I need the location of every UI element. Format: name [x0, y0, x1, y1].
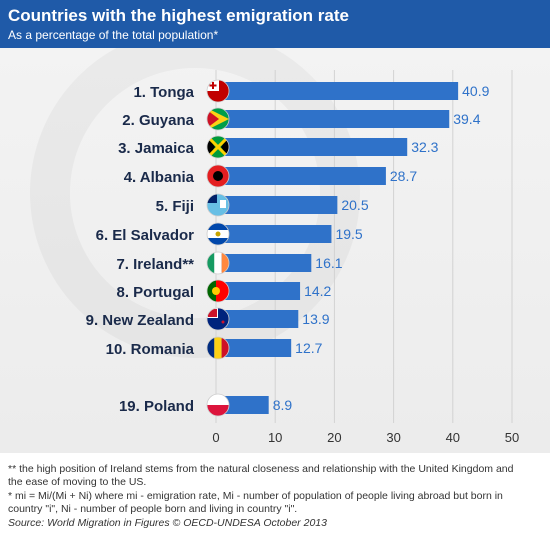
albania-flag-icon	[207, 165, 229, 187]
flag-part	[214, 337, 222, 359]
flag-part	[207, 405, 229, 416]
bar	[216, 396, 269, 414]
category-label: 4. Albania	[124, 169, 195, 186]
value-label: 12.7	[295, 340, 322, 356]
value-label: 40.9	[462, 83, 489, 99]
category-label: 1. Tonga	[133, 84, 194, 101]
flag-part	[214, 252, 222, 274]
flag-part	[207, 194, 217, 203]
bar	[216, 254, 312, 272]
romania-flag-icon	[207, 337, 229, 359]
bar	[216, 167, 386, 185]
category-label: 8. Portugal	[116, 284, 194, 301]
portugal-flag-icon	[207, 280, 229, 302]
flag-part	[213, 171, 223, 181]
jamaica-flag-icon	[207, 136, 229, 158]
flag-part	[221, 320, 225, 324]
flag-part	[207, 110, 219, 128]
poland-flag-icon	[207, 394, 229, 416]
flag-part	[209, 84, 217, 87]
header-banner: Countries with the highest emigration ra…	[0, 0, 550, 48]
category-label: 10. Romania	[106, 341, 195, 358]
flag-outline	[206, 79, 230, 103]
x-tick-label: 40	[446, 430, 460, 445]
footnote-ireland: ** the high position of Ireland stems fr…	[8, 463, 514, 488]
flag-outline	[206, 393, 230, 417]
value-label: 14.2	[304, 283, 331, 299]
flag-outline	[206, 279, 230, 303]
value-label: 16.1	[315, 255, 342, 271]
flag-part	[207, 394, 229, 405]
flag-outline	[206, 307, 230, 331]
bar	[216, 282, 301, 300]
bar	[216, 225, 332, 243]
bar	[216, 310, 299, 328]
flag-outline	[206, 164, 230, 188]
bar-chart: 40.9 1. Tonga 39.4 2. Guyana 32.3 3. Jamaica 2…	[86, 70, 519, 445]
flag-part	[221, 252, 229, 274]
value-label: 39.4	[453, 111, 480, 127]
x-tick-label: 0	[212, 430, 219, 445]
category-label: 6. El Salvador	[96, 227, 195, 244]
flag-outline	[206, 193, 230, 217]
flag-part	[207, 136, 229, 158]
footer-notes: ** the high position of Ireland stems fr…	[0, 453, 550, 545]
flag-part	[207, 280, 216, 302]
category-label: 19. Poland	[119, 398, 194, 415]
value-label: 32.3	[411, 139, 438, 155]
x-tick-label: 10	[268, 430, 282, 445]
category-label: 2. Guyana	[122, 112, 194, 129]
source-note: Source: World Migration in Figures © OEC…	[8, 517, 327, 529]
value-label: 20.5	[341, 197, 368, 213]
flag-part	[208, 309, 217, 317]
value-label: 13.9	[302, 311, 329, 327]
tonga-flag-icon	[207, 80, 229, 102]
flag-outline	[206, 251, 230, 275]
bar	[216, 138, 408, 156]
flag-outline	[206, 107, 230, 131]
category-label: 9. New Zealand	[86, 312, 194, 329]
x-tick-label: 30	[386, 430, 400, 445]
x-tick-label: 20	[327, 430, 341, 445]
bar	[216, 82, 459, 100]
category-label: 5. Fiji	[156, 198, 194, 215]
value-label: 19.5	[335, 226, 362, 242]
footnote-formula: * mi = Mi/(Mi + Ni) where mi - emigratio…	[8, 490, 503, 515]
chart-title: Countries with the highest emigration ra…	[8, 6, 349, 25]
flag-part	[207, 252, 215, 274]
bar	[216, 196, 338, 214]
x-tick-label: 50	[505, 430, 519, 445]
flag-part	[221, 136, 229, 158]
ireland-flag-icon	[207, 252, 229, 274]
chart-subtitle: As a percentage of the total population*	[8, 28, 219, 42]
flag-part	[207, 136, 215, 158]
el-salvador-flag-icon	[207, 223, 229, 245]
value-label: 28.7	[390, 168, 417, 184]
new-zealand-flag-icon	[207, 308, 229, 330]
plot-area: 40.9 1. Tonga 39.4 2. Guyana 32.3 3. Jamaica 2…	[0, 48, 550, 453]
flag-part	[207, 337, 215, 359]
value-label: 8.9	[273, 397, 293, 413]
flag-part	[212, 287, 220, 295]
bar	[216, 110, 450, 128]
flag-outline	[206, 336, 230, 360]
flag-outline	[206, 222, 230, 246]
category-label: 7. Ireland**	[116, 256, 194, 273]
flag-part	[221, 337, 229, 359]
category-label: 3. Jamaica	[118, 140, 195, 157]
flag-part	[220, 200, 226, 208]
bar	[216, 339, 292, 357]
flag-part	[215, 231, 221, 237]
flag-outline	[206, 135, 230, 159]
guyana-flag-icon	[207, 108, 229, 130]
fiji-flag-icon	[207, 194, 229, 216]
